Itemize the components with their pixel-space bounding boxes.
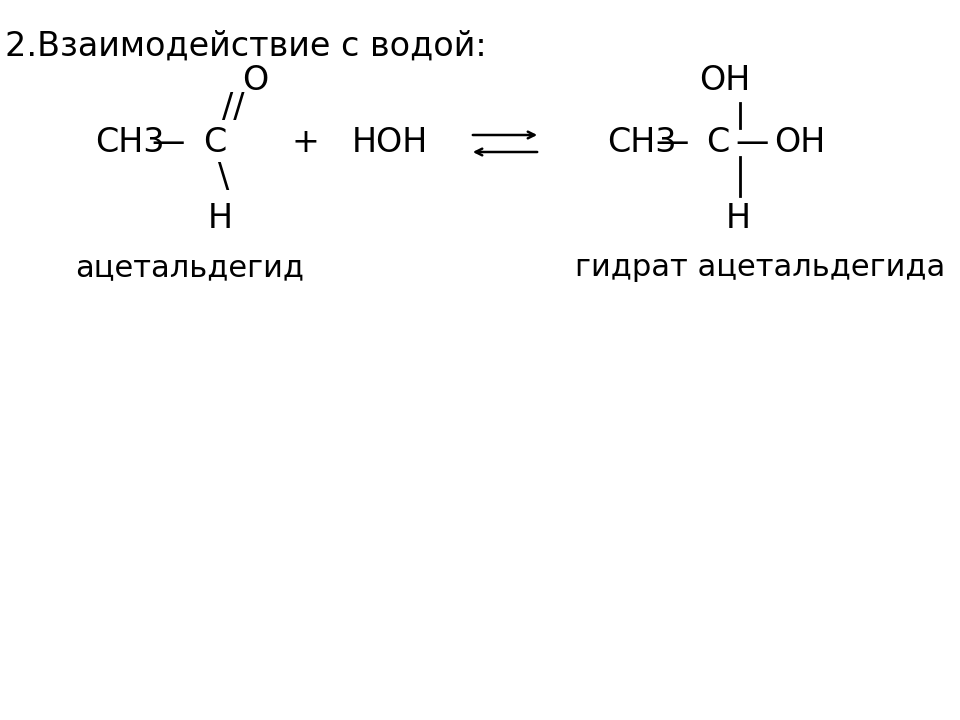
Text: HOH: HOH	[352, 125, 428, 158]
Text: CH3: CH3	[95, 125, 164, 158]
Text: ацетальдегид: ацетальдегид	[76, 253, 304, 282]
Text: —: —	[152, 125, 184, 158]
Text: —: —	[656, 125, 688, 158]
Text: 2.Взаимодействие с водой:: 2.Взаимодействие с водой:	[5, 30, 487, 63]
Text: OH: OH	[700, 63, 751, 96]
Text: +: +	[291, 125, 319, 158]
Text: H: H	[726, 202, 751, 235]
Text: гидрат ацетальдегида: гидрат ацетальдегида	[575, 253, 946, 282]
Text: \: \	[218, 161, 229, 194]
Text: CH3: CH3	[607, 125, 677, 158]
Text: O: O	[242, 63, 268, 96]
Text: C: C	[707, 125, 730, 158]
Text: //: //	[222, 91, 244, 125]
Text: —: —	[735, 125, 769, 158]
Text: C: C	[204, 125, 227, 158]
Text: H: H	[207, 202, 232, 235]
Text: OH: OH	[775, 125, 826, 158]
